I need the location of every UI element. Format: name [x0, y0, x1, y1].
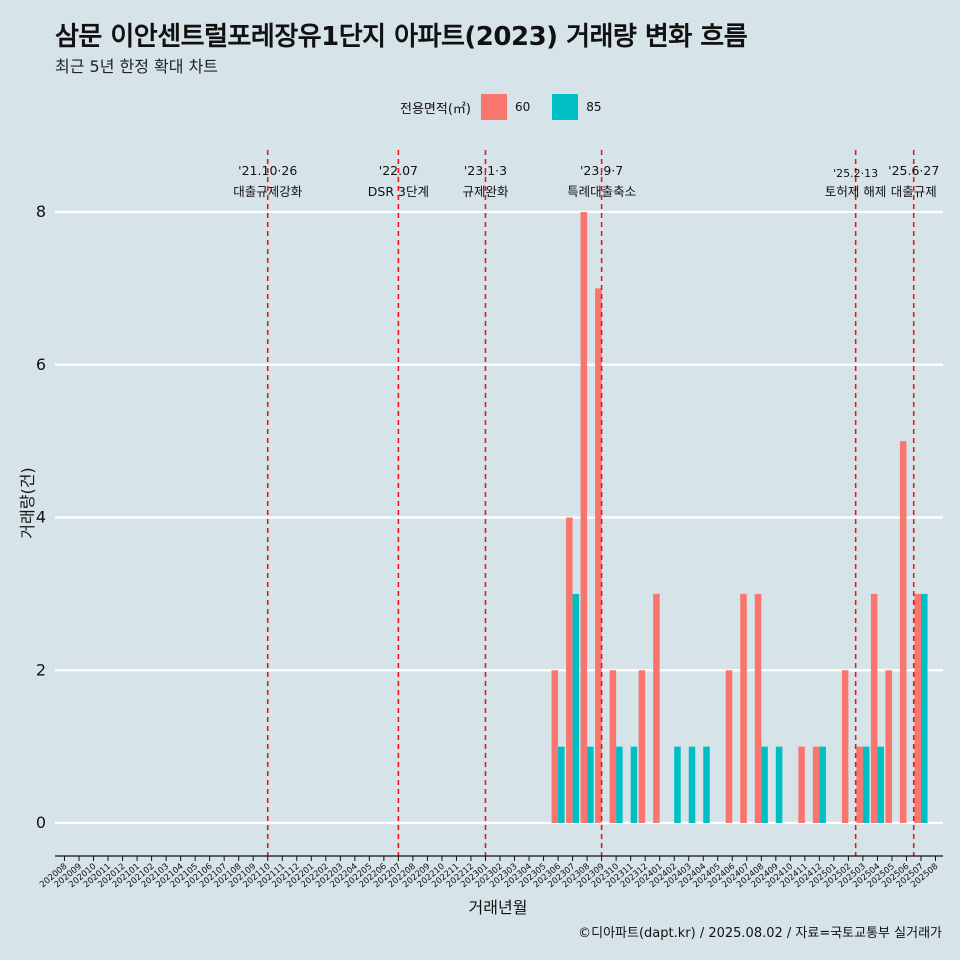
bar-60-202312 [638, 670, 646, 823]
bar-85-202402 [674, 746, 681, 823]
y-tick-label-2: 2 [36, 660, 46, 679]
legend-key-60 [480, 94, 507, 120]
bar-60-202307 [566, 517, 573, 823]
bar-60-202507 [914, 593, 921, 823]
bar-85-202408 [761, 746, 768, 823]
bar-85-202404 [703, 746, 710, 823]
y-tick-label-6: 6 [36, 355, 46, 374]
event-label-1: DSR 3단계 [368, 184, 429, 199]
event-date-1: '22.07 [379, 163, 418, 178]
legend-title: 전용면적(㎡) [400, 101, 471, 117]
event-label-5: 대출규제 [891, 184, 937, 199]
bar-85-202308 [587, 746, 594, 823]
legend-label-85: 85 [586, 100, 602, 114]
event-label-0: 대출규제강화 [233, 184, 303, 199]
bar-60-202407 [740, 593, 747, 823]
caption: ©디아파트(dapt.kr) / 2025.08.02 / 자료=국토교통부 실… [578, 926, 942, 941]
bar-60-202306 [551, 670, 559, 823]
bar-60-202412 [812, 746, 820, 823]
bar-60-202406 [725, 670, 733, 823]
bar-85-202307 [572, 593, 580, 823]
bar-85-202412 [819, 746, 826, 823]
event-date-5: '25.6·27 [888, 163, 939, 178]
event-date-2: '23.1·3 [464, 163, 507, 178]
x-axis-label: 거래년월 [469, 898, 528, 917]
bar-60-202505 [885, 670, 892, 823]
legend-label-60: 60 [514, 100, 531, 114]
y-tick-label-0: 0 [36, 813, 46, 832]
event-label-2: 규제완화 [462, 184, 509, 199]
chart-subtitle: 최근 5년 한정 확대 차트 [55, 57, 219, 76]
y-axis-label: 거래량(건) [18, 467, 37, 538]
bar-60-202408 [754, 593, 762, 823]
bar-85-202504 [877, 746, 884, 823]
bar-60-202401 [653, 593, 660, 823]
bar-60-202308 [580, 212, 588, 823]
y-tick-label-4: 4 [36, 508, 46, 527]
bar-85-202306 [558, 746, 565, 823]
event-label-3: 특례대출축소 [567, 184, 636, 199]
legend-key-85 [552, 94, 579, 120]
bar-60-202411 [798, 746, 805, 823]
chart-title: 삼문 이안센트럴포레장유1단지 아파트(2023) 거래량 변화 흐름 [55, 22, 748, 52]
legend: 전용면적(㎡) 60 85 [400, 94, 624, 120]
bar-85-202507 [920, 593, 928, 823]
y-tick-label-8: 8 [36, 202, 46, 221]
bar-60-202504 [870, 593, 878, 823]
bar-60-202502 [841, 670, 849, 823]
event-date-4: '25.2·13 [833, 167, 878, 180]
bar-60-202503 [856, 746, 863, 823]
bar-85-202403 [688, 746, 696, 823]
bar-85-202310 [616, 746, 623, 823]
bar-60-202506 [899, 441, 907, 823]
bar-85-202409 [775, 746, 783, 823]
event-date-3: '23.9·7 [580, 163, 623, 178]
bar-85-202311 [630, 746, 638, 823]
event-date-0: '21.10·26 [238, 163, 297, 178]
bar-60-202310 [609, 670, 617, 823]
bar-60-202309 [595, 288, 602, 823]
bar-85-202503 [862, 746, 870, 823]
event-label-4: 토허제 해제 [825, 184, 886, 199]
